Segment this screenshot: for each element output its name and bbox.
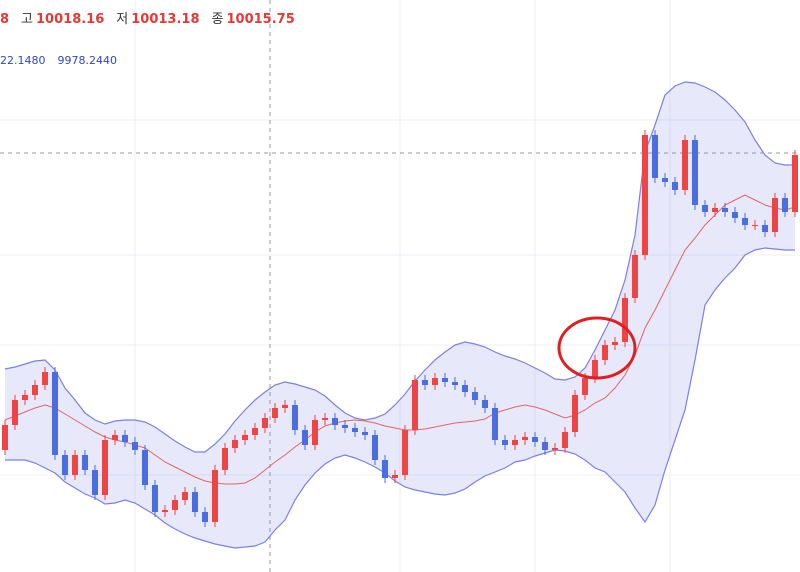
candle-body — [222, 448, 228, 470]
candle-body — [162, 510, 168, 512]
candle-body — [672, 182, 678, 190]
candle-body — [632, 255, 638, 298]
candle-body — [522, 437, 528, 440]
candle-body — [792, 155, 798, 212]
candle-body — [402, 430, 408, 475]
candle-body — [302, 430, 308, 445]
candle-body — [332, 418, 338, 425]
candle-body — [652, 135, 658, 178]
candle-body — [502, 440, 508, 445]
candle-body — [282, 405, 288, 408]
candle-body — [32, 385, 38, 395]
candle-body — [262, 418, 268, 428]
candle-body — [702, 205, 708, 212]
upper-band — [4, 81, 795, 453]
candle-body — [452, 382, 458, 385]
candle-body — [462, 385, 468, 392]
candle-body — [612, 342, 618, 345]
candle-body — [572, 395, 578, 432]
candle-body — [372, 435, 378, 460]
candle-body — [252, 428, 258, 435]
band-legend: 22.1480 9978.2440 — [0, 54, 129, 67]
legend-value: 10013.18 — [131, 12, 200, 27]
candle-body — [2, 425, 8, 450]
candle-body — [232, 440, 238, 448]
candle-body — [662, 178, 668, 182]
candle-body — [722, 208, 728, 212]
band-value: 22.1480 — [0, 54, 46, 67]
candle-body — [552, 448, 558, 450]
candle-body — [202, 512, 208, 522]
highlight-circle — [557, 316, 637, 380]
candle-body — [482, 400, 488, 408]
candle-body — [92, 470, 98, 495]
legend-label: 고 — [21, 12, 34, 27]
candle-body — [752, 225, 758, 226]
legend-value: 10018.16 — [36, 12, 105, 27]
candle-body — [762, 225, 768, 232]
candle-body — [322, 418, 328, 420]
candle-body — [432, 378, 438, 385]
candle-body — [352, 428, 358, 432]
legend-label: 종 — [211, 12, 224, 27]
candle-body — [182, 492, 188, 500]
candle-body — [192, 492, 198, 512]
candle-body — [102, 440, 108, 495]
candle-body — [22, 395, 28, 400]
candle-body — [342, 425, 348, 428]
candle-body — [112, 435, 118, 440]
candle-body — [732, 212, 738, 218]
candle-body — [272, 408, 278, 418]
candle-body — [532, 437, 538, 442]
candle-body — [712, 208, 718, 212]
candle-body — [622, 298, 628, 342]
candle-body — [772, 198, 778, 232]
candle-body — [442, 378, 448, 382]
candle-body — [152, 485, 158, 512]
candle-body — [602, 345, 608, 360]
candle-body — [492, 408, 498, 440]
candle-body — [242, 435, 248, 440]
candle-body — [12, 400, 18, 425]
candle-body — [682, 140, 688, 190]
candle-body — [82, 455, 88, 470]
ohlc-legend: 8 고 10018.16 저 10013.18 종 10015.75 — [0, 8, 295, 27]
candle-body — [562, 432, 568, 448]
candle-body — [422, 380, 428, 385]
candle-body — [212, 470, 218, 522]
candle-body — [142, 450, 148, 485]
candle-body — [782, 198, 788, 212]
candle-body — [62, 455, 68, 475]
candle-body — [122, 435, 128, 442]
band-value: 9978.2440 — [57, 54, 118, 67]
candle-body — [592, 360, 598, 378]
candle-body — [542, 442, 548, 450]
candle-body — [42, 372, 48, 385]
candle-body — [362, 432, 368, 435]
candle-body — [512, 440, 518, 445]
candle-body — [742, 218, 748, 225]
candle-body — [582, 378, 588, 395]
candle-body — [312, 420, 318, 445]
candle-body — [692, 140, 698, 205]
band-fill — [5, 82, 795, 548]
candle-body — [412, 380, 418, 430]
candle-body — [292, 405, 298, 430]
candle-body — [382, 460, 388, 478]
lower-band — [5, 247, 795, 549]
legend-value: 8 — [0, 12, 10, 27]
legend-label: 저 — [116, 12, 129, 27]
candle-body — [72, 455, 78, 475]
candle-body — [392, 475, 398, 478]
candle-body — [642, 135, 648, 255]
candles — [2, 130, 798, 527]
candle-body — [52, 372, 58, 455]
legend-value: 10015.75 — [226, 12, 295, 27]
candle-body — [172, 500, 178, 510]
candle-body — [472, 392, 478, 400]
candle-body — [132, 442, 138, 450]
